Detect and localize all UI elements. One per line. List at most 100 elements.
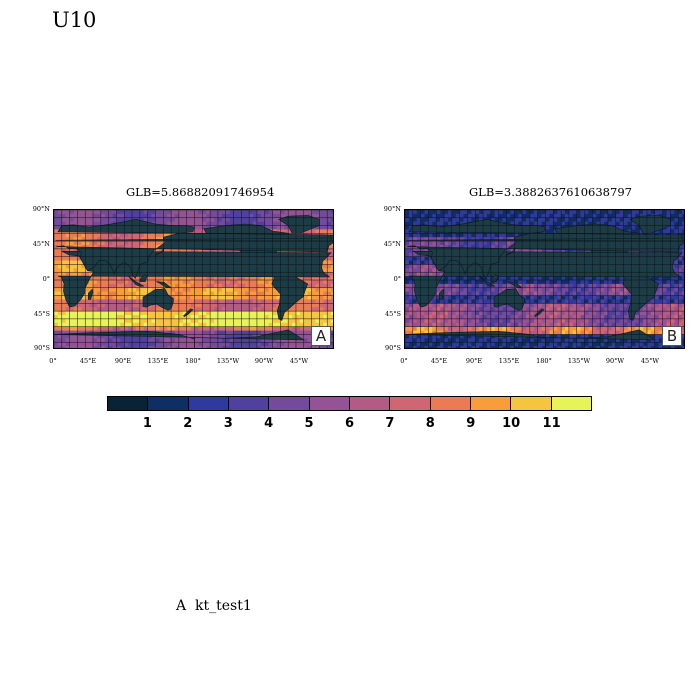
field-cell	[533, 210, 538, 215]
field-cell	[253, 315, 258, 320]
field-cell	[623, 291, 628, 296]
field-cell	[69, 322, 74, 327]
field-cell	[315, 210, 320, 215]
field-cell	[490, 315, 496, 320]
field-cell	[268, 307, 273, 312]
field-cell	[280, 346, 285, 348]
field-cell	[96, 338, 102, 343]
field-cell	[57, 276, 63, 281]
field-cell	[198, 295, 203, 300]
field-cell	[69, 210, 74, 215]
field-cell	[678, 229, 683, 234]
field-cell	[416, 330, 421, 335]
field-cell	[61, 346, 67, 348]
field-cell	[479, 283, 484, 289]
field-cell	[237, 280, 242, 285]
field-cell	[455, 217, 460, 222]
land-mass	[55, 234, 333, 242]
field-cell	[619, 307, 624, 312]
field-cell	[85, 291, 90, 296]
field-cell	[299, 334, 305, 339]
field-cell	[510, 210, 515, 215]
field-cell	[253, 338, 258, 343]
field-cell	[541, 315, 546, 320]
field-cell	[615, 326, 620, 331]
field-cell	[171, 295, 176, 300]
field-cell	[221, 330, 227, 335]
field-cell	[174, 299, 180, 304]
field-cell	[198, 311, 203, 316]
field-cell	[202, 307, 207, 312]
field-cell	[490, 280, 496, 285]
field-cell	[311, 303, 316, 308]
field-cell	[471, 237, 476, 242]
field-cell	[483, 315, 488, 320]
field-cell	[572, 248, 578, 254]
field-cell	[646, 299, 652, 304]
field-cell	[174, 210, 180, 215]
field-cell	[104, 213, 109, 219]
field-cell	[514, 213, 519, 219]
field-cell	[506, 326, 511, 331]
field-cell	[210, 311, 215, 316]
field-cell	[167, 283, 172, 289]
field-cell	[253, 213, 258, 219]
field-cell	[253, 346, 258, 348]
field-cell	[471, 213, 476, 219]
field-cell	[210, 221, 215, 226]
field-cell	[428, 326, 433, 331]
field-cell	[611, 299, 617, 304]
field-cell	[327, 225, 332, 230]
field-cell	[568, 221, 574, 226]
field-cell	[596, 330, 601, 335]
field-cell	[604, 330, 609, 335]
field-cell	[331, 213, 333, 219]
field-cell	[670, 225, 675, 230]
field-cell	[475, 322, 480, 327]
field-cell	[604, 322, 609, 327]
field-cell	[151, 303, 156, 308]
field-cell	[510, 248, 515, 254]
field-cell	[494, 287, 499, 292]
field-cell	[650, 276, 656, 281]
field-cell	[233, 299, 238, 304]
field-cell	[303, 307, 308, 312]
field-cell	[549, 315, 554, 320]
field-cell	[190, 315, 195, 320]
field-cell	[405, 248, 410, 254]
map-panel-b: GLB=3.3882637610638797 90°N 45°N 0° 45°S…	[377, 185, 685, 365]
field-cell	[619, 213, 624, 219]
field-cell	[319, 221, 324, 226]
field-cell	[307, 229, 312, 234]
field-cell	[440, 241, 445, 246]
field-cell	[436, 295, 441, 300]
field-cell	[194, 217, 199, 222]
field-cell	[447, 322, 453, 327]
field-cell	[233, 283, 238, 289]
field-cell	[276, 338, 281, 343]
field-cell	[77, 303, 82, 308]
field-cell	[588, 295, 593, 300]
field-cell	[85, 303, 90, 308]
field-cell	[428, 272, 433, 277]
field-cell	[447, 241, 453, 246]
field-cell	[432, 272, 437, 277]
page-title: U10	[52, 8, 97, 32]
field-cell	[245, 295, 250, 300]
field-cell	[77, 346, 82, 348]
field-cell	[85, 342, 90, 347]
field-cell	[405, 276, 410, 281]
field-cell	[178, 280, 184, 285]
field-cell	[471, 322, 476, 327]
field-cell	[514, 280, 519, 285]
field-cell	[568, 213, 574, 219]
field-cell	[194, 318, 199, 324]
field-cell	[432, 217, 437, 222]
land-mass	[156, 281, 173, 289]
field-cell	[186, 280, 191, 285]
field-cell	[214, 326, 219, 331]
field-cell	[455, 276, 460, 281]
field-cell	[674, 311, 679, 316]
field-cell	[77, 299, 82, 304]
field-cell	[467, 213, 472, 219]
